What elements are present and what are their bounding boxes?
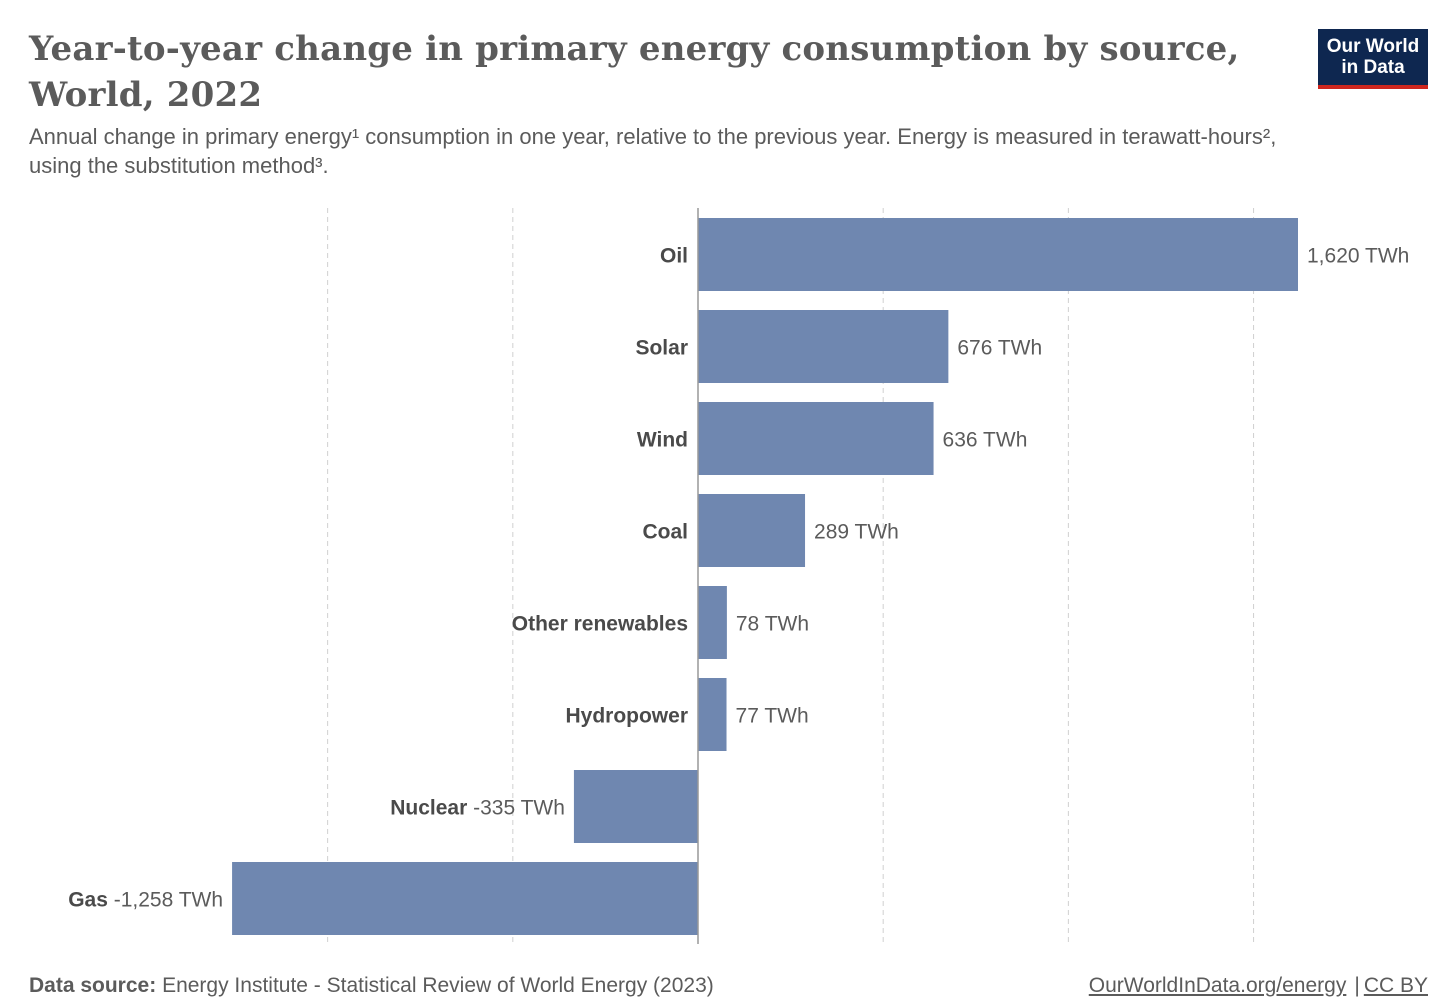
bar-other-renewables[interactable] — [698, 586, 727, 659]
bar-oil[interactable] — [698, 218, 1298, 291]
bar-wind[interactable] — [698, 402, 934, 475]
value-label: -335 TWh — [473, 797, 565, 820]
footer-separator: | — [1354, 974, 1360, 997]
value-label: 77 TWh — [736, 705, 809, 728]
bar-labels: Oil 1,620 TWh Solar 676 TWh Wind 636 TWh Coal 2… — [68, 245, 1409, 912]
source-text: Energy Institute - Statistical Review of… — [162, 974, 714, 997]
chart-title: Year-to-year change in primary energy co… — [29, 29, 1240, 115]
logo-line-2: in Data — [1341, 57, 1405, 78]
bar-hydropower[interactable] — [698, 678, 727, 751]
category-label: Oil — [660, 245, 688, 268]
bar-coal[interactable] — [698, 494, 806, 567]
gridlines — [327, 208, 1255, 944]
value-label: 636 TWh — [943, 429, 1028, 452]
category-value-label: Nuclear -335 TWh — [390, 797, 565, 820]
value-label: 1,620 TWh — [1307, 245, 1409, 268]
category-label: Hydropower — [565, 705, 688, 728]
value-label: -1,258 TWh — [114, 889, 223, 912]
bar-nuclear[interactable] — [573, 770, 698, 843]
category-label: Coal — [642, 521, 688, 544]
logo-line-1: Our World — [1326, 36, 1420, 57]
value-label: 676 TWh — [957, 337, 1042, 360]
source-label: Data source: — [29, 974, 157, 997]
owid-logo[interactable]: Our World in Data — [1318, 29, 1428, 89]
bar-gas[interactable] — [232, 862, 698, 935]
category-label: Other renewables — [512, 613, 688, 636]
license-link[interactable]: CC BY — [1363, 974, 1428, 997]
value-label: 289 TWh — [814, 521, 899, 544]
category-label: Wind — [637, 429, 688, 452]
category-label: Solar — [635, 337, 688, 360]
bars — [232, 218, 1298, 935]
source-link[interactable]: OurWorldInData.org/energy — [1088, 974, 1347, 997]
chart-subtitle: Annual change in primary energy¹ consump… — [29, 124, 1277, 178]
category-label: Gas — [68, 889, 114, 912]
footer-source: Data source: Energy Institute - Statisti… — [29, 972, 714, 1000]
category-value-label: Gas -1,258 TWh — [68, 889, 223, 912]
footer-links: OurWorldInData.org/energy | CC BY — [1089, 972, 1428, 1000]
value-label: 78 TWh — [736, 613, 809, 636]
bar-solar[interactable] — [698, 310, 949, 383]
category-label: Nuclear — [390, 797, 473, 820]
